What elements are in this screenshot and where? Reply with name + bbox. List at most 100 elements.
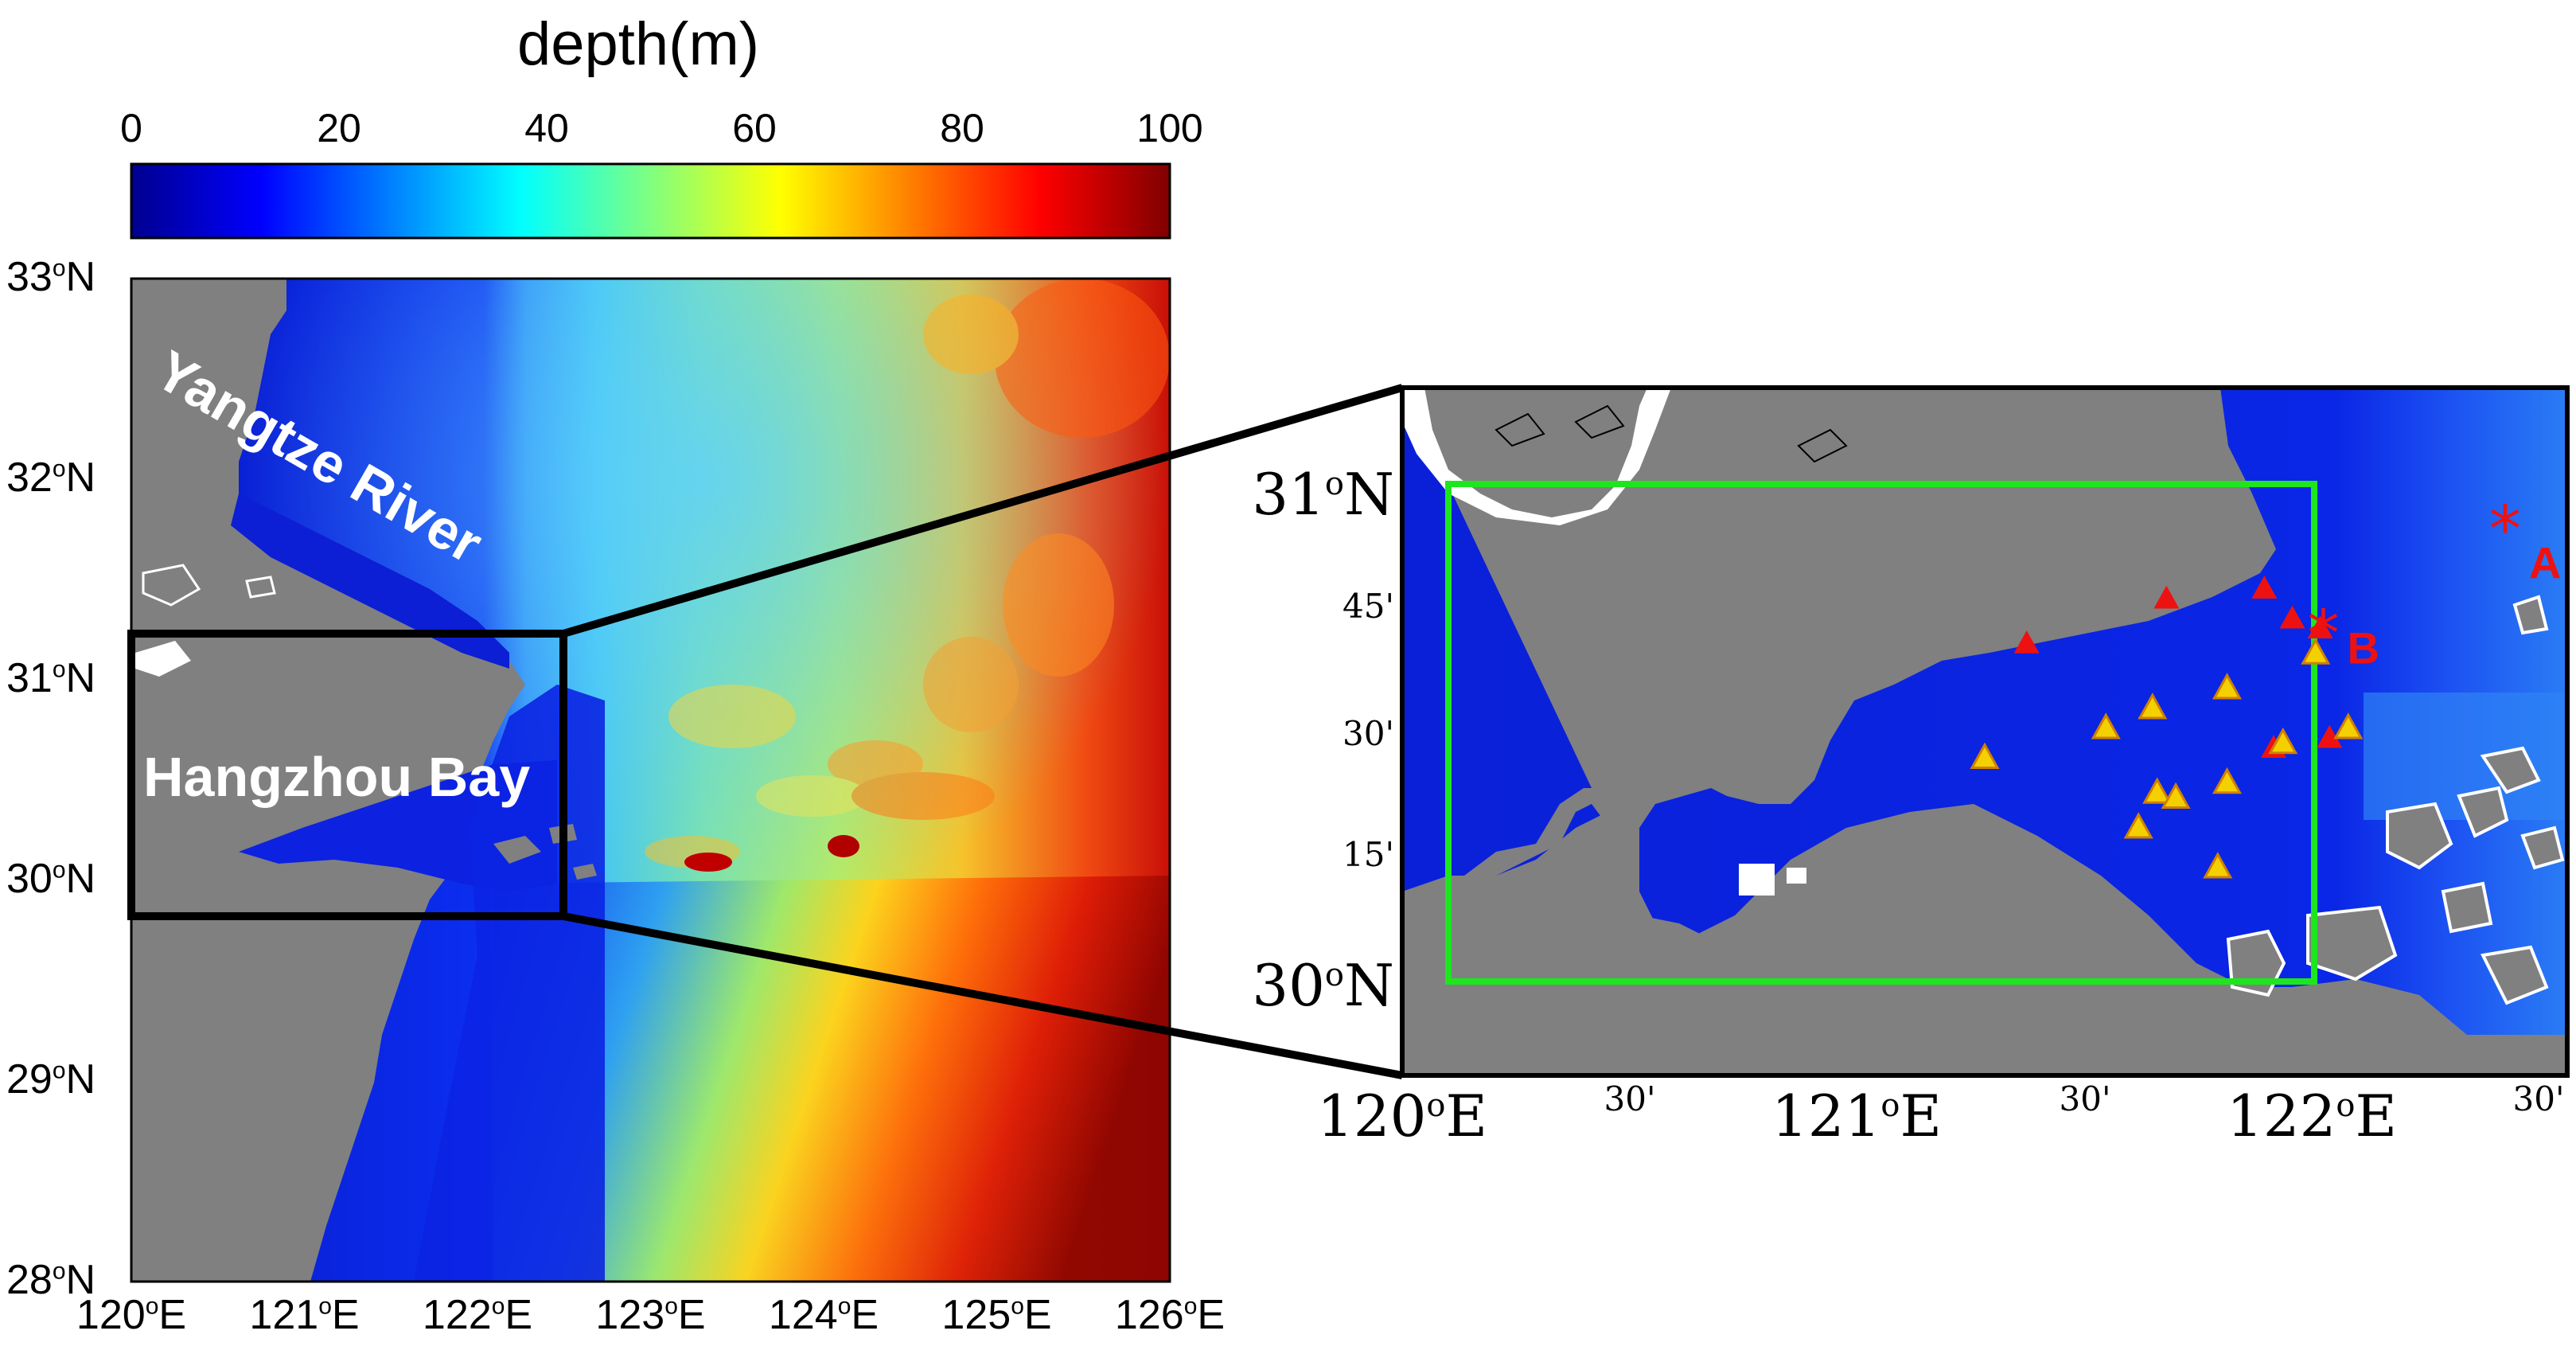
yellow-triangle-marker <box>1970 742 2000 770</box>
hemisphere-letter: N <box>65 1056 96 1102</box>
right-lon-tick-label: 30' <box>2059 1079 2111 1118</box>
yellow-triangle-marker <box>2212 673 2243 700</box>
right-lat-tick-label: 30' <box>1343 714 1394 753</box>
tick-degree: 29 <box>6 1056 53 1102</box>
degree-symbol: o <box>52 1057 66 1084</box>
colorbar-tick-label: 40 <box>524 106 569 150</box>
tick-degree: 122 <box>422 1292 492 1338</box>
red-triangle-marker <box>2317 724 2343 748</box>
hemisphere-letter: E <box>505 1292 533 1338</box>
left-depth-map <box>131 279 1170 1282</box>
right-map-frame <box>1400 385 2570 1078</box>
yellow-triangle-marker <box>2091 712 2121 739</box>
tick-degree: 31 <box>6 655 53 701</box>
tick-degree: 30 <box>1252 952 1325 1019</box>
yellow-triangle-marker <box>2142 777 2173 804</box>
tick-degree: 28 <box>6 1257 53 1303</box>
hemisphere-letter: E <box>1445 1083 1488 1149</box>
colorbar-tick-label: 20 <box>317 106 361 150</box>
left-lon-tick-label: 121oE <box>237 1291 372 1339</box>
tick-degree: 121 <box>1771 1083 1881 1149</box>
yellow-triangle-marker <box>2161 782 2191 810</box>
station-label: B <box>2347 623 2379 673</box>
hemisphere-letter: E <box>331 1292 360 1338</box>
station-star-marker: * <box>2489 492 2521 566</box>
tick-degree: 30 <box>6 856 53 902</box>
tick-degree: 123 <box>595 1292 665 1338</box>
hemisphere-letter: E <box>158 1292 187 1338</box>
tick-degree: 125 <box>941 1292 1011 1338</box>
yellow-triangle-marker <box>2212 767 2243 794</box>
yellow-triangle-marker <box>2138 693 2168 720</box>
left-lon-tick-label: 123oE <box>583 1291 719 1339</box>
station-star-marker: * <box>2307 597 2339 671</box>
degree-symbol: o <box>664 1293 678 1320</box>
zoom-region-box <box>127 630 567 920</box>
left-lon-tick-label: 122oE <box>410 1291 545 1339</box>
degree-symbol: o <box>1880 1087 1900 1124</box>
left-lat-tick-label: 33oN <box>6 253 95 301</box>
left-lat-tick-label: 32oN <box>6 454 95 501</box>
degree-symbol: o <box>52 656 66 683</box>
degree-symbol: o <box>52 1258 66 1285</box>
red-triangle-marker <box>2013 630 2040 654</box>
yellow-triangle-marker <box>2333 712 2364 739</box>
hemisphere-letter: N <box>65 655 96 701</box>
hemisphere-letter: N <box>65 1257 96 1303</box>
tick-degree: 120 <box>1316 1083 1427 1149</box>
right-lat-tick-label: 45' <box>1343 587 1394 626</box>
left-lon-tick-label: 126oE <box>1102 1291 1237 1339</box>
right-lon-tick-label: 121oE <box>1753 1083 1960 1149</box>
left-lat-tick-label: 30oN <box>6 855 95 903</box>
tick-degree: 31 <box>1252 461 1325 528</box>
left-lat-tick-label: 29oN <box>6 1056 95 1103</box>
left-lon-tick-label: 120oE <box>64 1291 199 1339</box>
degree-symbol: o <box>1426 1087 1446 1124</box>
tick-degree: 33 <box>6 254 53 300</box>
right-lat-tick-label: 31oN <box>1211 461 1394 528</box>
hangzhou-bay-label: Hangzhou Bay <box>143 746 530 808</box>
right-zoom-map <box>1402 388 2567 1075</box>
hemisphere-letter: N <box>65 455 96 501</box>
left-lon-tick-label: 124oE <box>756 1291 891 1339</box>
degree-symbol: o <box>52 455 66 482</box>
tick-degree: 126 <box>1114 1292 1184 1338</box>
colorbar-tick-label: 0 <box>120 106 142 150</box>
degree-symbol: o <box>145 1293 159 1320</box>
hemisphere-letter: N <box>65 856 96 902</box>
colorbar-tick-label: 80 <box>940 106 984 150</box>
hemisphere-letter: E <box>1023 1292 1052 1338</box>
yellow-triangle-marker <box>2203 852 2233 879</box>
degree-symbol: o <box>1011 1293 1024 1320</box>
red-triangle-marker <box>2153 585 2180 609</box>
degree-symbol: o <box>491 1293 505 1320</box>
right-lon-tick-label: 30' <box>1604 1079 1656 1118</box>
left-lat-tick-label: 28oN <box>6 1256 95 1304</box>
hemisphere-letter: E <box>851 1292 879 1338</box>
yellow-triangle-marker <box>2301 638 2331 665</box>
hemisphere-letter: E <box>1900 1083 1943 1149</box>
right-lat-tick-label: 15' <box>1343 835 1394 874</box>
degree-symbol: o <box>318 1293 332 1320</box>
degree-symbol: o <box>1183 1293 1198 1320</box>
degree-symbol: o <box>1324 466 1344 502</box>
study-area-box <box>1445 481 2317 985</box>
zoom-connector-bottom <box>563 912 1403 1079</box>
red-triangle-marker <box>2307 615 2333 639</box>
yellow-triangle-marker <box>2268 727 2298 755</box>
red-triangle-marker <box>2251 576 2278 599</box>
left-lon-tick-label: 125oE <box>929 1291 1065 1339</box>
tick-degree: 32 <box>6 455 53 501</box>
tick-degree: 124 <box>768 1292 838 1338</box>
degree-symbol: o <box>1324 957 1344 993</box>
right-lon-tick-label: 30' <box>2512 1079 2565 1118</box>
degree-symbol: o <box>52 255 66 282</box>
colorbar-tick-label: 60 <box>732 106 777 150</box>
right-lon-tick-label: 120oE <box>1299 1083 1506 1149</box>
colorbar-tick-label: 100 <box>1136 106 1203 150</box>
right-lat-tick-label: 30oN <box>1211 952 1394 1019</box>
left-lat-tick-label: 31oN <box>6 654 95 702</box>
hemisphere-letter: N <box>1344 952 1394 1019</box>
hemisphere-letter: E <box>2355 1083 2398 1149</box>
